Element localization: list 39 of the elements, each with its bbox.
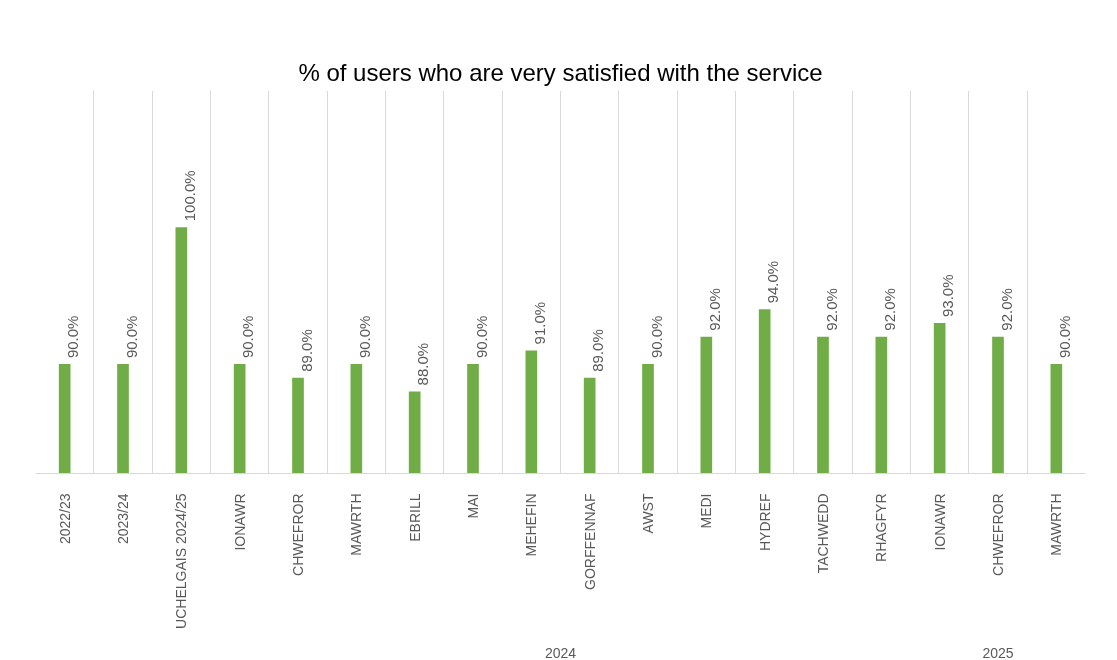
data-label: 89.0% <box>589 329 607 372</box>
x-tick-label: MAI <box>465 493 481 519</box>
data-label: 90.0% <box>355 315 373 359</box>
data-label: 92.0% <box>705 288 723 331</box>
text: 2024 <box>544 644 577 660</box>
data-label: 90.0% <box>239 315 257 359</box>
data-label: 92.0% <box>822 288 840 331</box>
data-label: 92.0% <box>880 288 898 331</box>
x-tick-label: 2022/23 <box>56 493 73 545</box>
x-tick-label: MEDI <box>698 493 715 529</box>
data-label: 89.0% <box>297 329 315 372</box>
x-tick-label: CHWEFROR <box>290 493 306 576</box>
data-label: 90.0% <box>122 315 140 359</box>
x-tick-label: HYDREF <box>756 493 773 552</box>
data-label: 91.0% <box>530 301 548 345</box>
x-tick-label: EBRILL <box>406 493 423 542</box>
x-tick-label: IONAWR <box>931 493 948 551</box>
chart-title: % of users who are very satisfied with the service <box>298 58 823 86</box>
data-label: 100.0% <box>180 170 198 222</box>
data-label: 88.0% <box>414 342 432 386</box>
data-label: 92.0% <box>997 288 1015 331</box>
x-tick-label: MEHEFIN <box>523 493 540 557</box>
x-tick-label: UCHELGAIS 2024/25 <box>173 493 190 629</box>
x-tick-label: CHWEFROR <box>990 493 1006 576</box>
data-label: 93.0% <box>939 274 957 318</box>
x-tick-label: AWST <box>640 493 656 534</box>
data-label: 90.0% <box>64 315 82 359</box>
x-tick-label: GORFFENNAF <box>581 493 598 590</box>
data-label: 90.0% <box>647 315 665 359</box>
data-label: 90.0% <box>1055 315 1073 359</box>
x-tick-label: MAWRTH <box>348 493 365 556</box>
x-tick-label: TACHWEDD <box>815 493 831 574</box>
x-tick-label: 2023/24 <box>115 493 131 545</box>
text: 2025 <box>982 644 1014 660</box>
x-tick-label: RHAGFYR <box>873 493 890 562</box>
data-label: 94.0% <box>764 260 782 304</box>
x-tick-label: MAWRTH <box>1048 493 1065 556</box>
x-tick-label: IONAWR <box>231 493 248 551</box>
data-label: 90.0% <box>472 315 490 359</box>
